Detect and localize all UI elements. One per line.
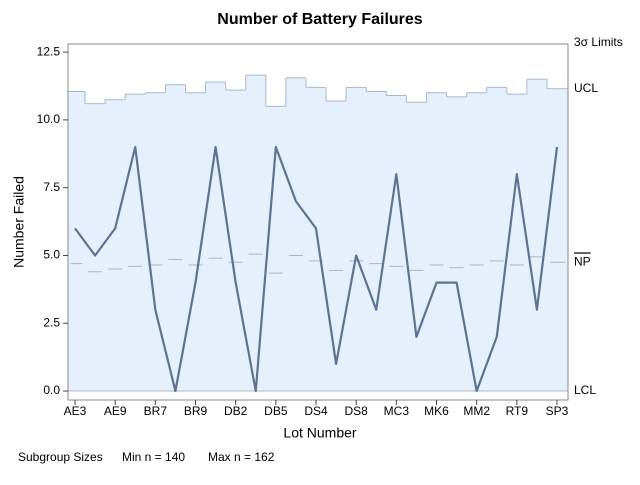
y-tick-label: 12.5	[37, 44, 61, 58]
limit-band	[366, 91, 387, 392]
x-tick-label: RT9	[506, 404, 529, 418]
y-tick-label: 2.5	[43, 315, 60, 329]
y-tick-label: 5.0	[43, 248, 60, 262]
max-n-label: Max n = 162	[208, 450, 275, 464]
x-tick-label: SP3	[546, 404, 569, 418]
limit-band	[326, 100, 347, 392]
limit-band	[125, 94, 146, 392]
min-n-label: Min n = 140	[122, 450, 185, 464]
limit-band	[185, 92, 206, 392]
limit-band	[486, 87, 507, 392]
limit-band	[546, 88, 568, 392]
x-tick-label: MK6	[424, 404, 449, 418]
x-tick-label: DB2	[224, 404, 248, 418]
plot-frame	[67, 43, 569, 401]
limit-band	[406, 102, 427, 392]
limit-band	[145, 92, 166, 392]
limit-band	[386, 95, 407, 392]
ucl-label: UCL	[574, 81, 598, 95]
subgroup-label: Subgroup Sizes	[18, 450, 103, 464]
center-label: NP	[574, 254, 591, 268]
limit-band	[225, 90, 246, 392]
limit-band	[265, 106, 286, 392]
x-tick-label: DS8	[344, 404, 368, 418]
y-tick-label: 0.0	[43, 383, 60, 397]
chart-title: Number of Battery Failures	[217, 11, 422, 28]
limit-band	[285, 77, 306, 392]
limit-band	[305, 87, 327, 392]
limit-band	[205, 81, 226, 392]
x-tick-label: DS4	[304, 404, 328, 418]
limit-band	[466, 92, 487, 392]
x-tick-label: AE3	[64, 404, 87, 418]
limit-band	[446, 96, 467, 392]
lcl-label: LCL	[574, 383, 596, 397]
limit-band	[245, 75, 266, 392]
limit-band	[105, 99, 126, 392]
x-tick-label: MM2	[463, 404, 490, 418]
limit-band	[526, 79, 547, 392]
x-tick-label: MC3	[384, 404, 410, 418]
limit-band	[426, 92, 447, 392]
y-tick-label: 7.5	[43, 180, 60, 194]
data-line	[74, 145, 559, 393]
x-axis-label: Lot Number	[283, 425, 356, 441]
y-axis-label: Number Failed	[11, 176, 27, 268]
limit-band	[346, 87, 367, 392]
limit-band	[506, 94, 527, 392]
limit-band	[165, 84, 186, 392]
limits-label: 3σ Limits	[574, 35, 623, 49]
limit-band	[85, 103, 106, 392]
x-tick-label: AE9	[104, 404, 127, 418]
x-tick-label: DB5	[264, 404, 288, 418]
x-tick-label: BR9	[184, 404, 208, 418]
x-tick-label: BR7	[144, 404, 168, 418]
limit-band	[68, 91, 86, 392]
y-tick-label: 10.0	[37, 112, 61, 126]
